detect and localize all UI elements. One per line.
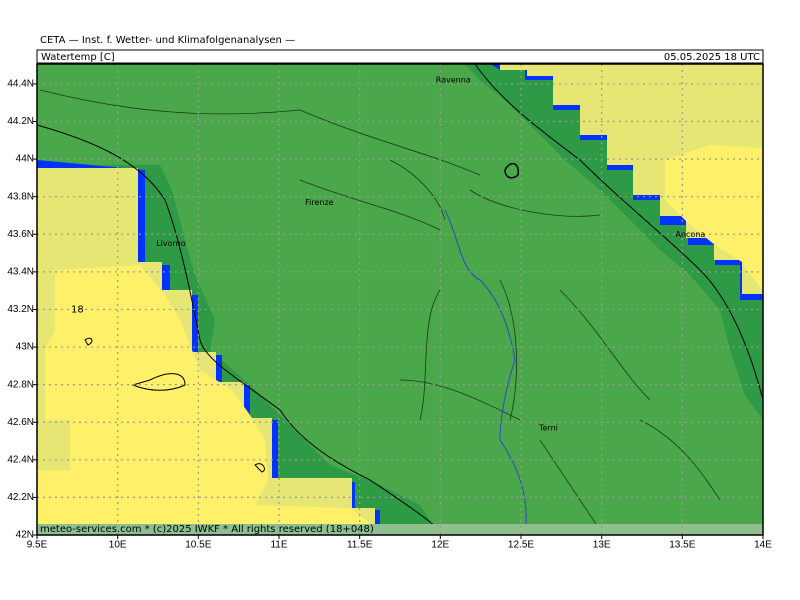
lon-tick-label: 13E [593, 540, 611, 551]
lat-tick-label: 42.6N [7, 417, 34, 428]
coastline [474, 63, 764, 401]
lat-tick-label: 42.8N [7, 379, 34, 390]
place-label: Terni [538, 423, 558, 432]
lon-tick-label: 12E [431, 540, 449, 551]
coastline [36, 124, 446, 536]
place-label: Ancona [675, 230, 705, 239]
admin-border [39, 89, 721, 531]
island [84, 337, 265, 473]
lat-tick-label: 43.4N [7, 267, 34, 278]
lat-tick-label: 44.2N [7, 116, 34, 127]
lat-tick-label: 43.8N [7, 191, 34, 202]
lon-tick-label: 14E [754, 540, 772, 551]
lon-tick-label: 9.5E [27, 540, 48, 551]
footer: meteo-services.com * (c)2025 IWKF * All … [40, 524, 374, 535]
lat-tick-label: 43N [16, 342, 34, 353]
lon-tick-label: 10E [109, 540, 127, 551]
sea-hot [37, 265, 372, 525]
title-bar [36, 49, 764, 64]
lon-tick-label: 11E [270, 540, 287, 551]
place-label: Ravenna [436, 76, 471, 85]
lon-tick-label: 13.5E [669, 540, 695, 551]
title: Watertemp [C] [41, 52, 115, 63]
lat-tick-label: 43.6N [7, 229, 34, 240]
lat-tick-label: 44N [16, 154, 34, 165]
map-area [36, 63, 764, 536]
river [444, 209, 527, 536]
lat-tick-label: 43.2N [7, 304, 34, 315]
map-frame [36, 63, 764, 536]
contour-label: 18 [71, 304, 84, 315]
header: CETA — Inst. f. Wetter- und Klimafolgena… [40, 35, 295, 46]
sea-hot [665, 145, 763, 292]
lat-tick-label: 42.2N [7, 492, 34, 503]
place-label: Firenze [305, 198, 334, 207]
footer-bar [37, 524, 763, 535]
lon-tick-label: 12.5E [508, 540, 534, 551]
san-marino [504, 163, 519, 179]
place-label: Livorno [156, 239, 186, 248]
valid-time: 05.05.2025 18 UTC [664, 52, 760, 63]
lon-tick-label: 11.5E [347, 540, 373, 551]
lat-tick-label: 42.4N [7, 454, 34, 465]
lat-tick-label: 44.4N [7, 79, 34, 90]
lon-tick-label: 10.5E [185, 540, 211, 551]
lat-tick-label: 42N [16, 530, 34, 541]
